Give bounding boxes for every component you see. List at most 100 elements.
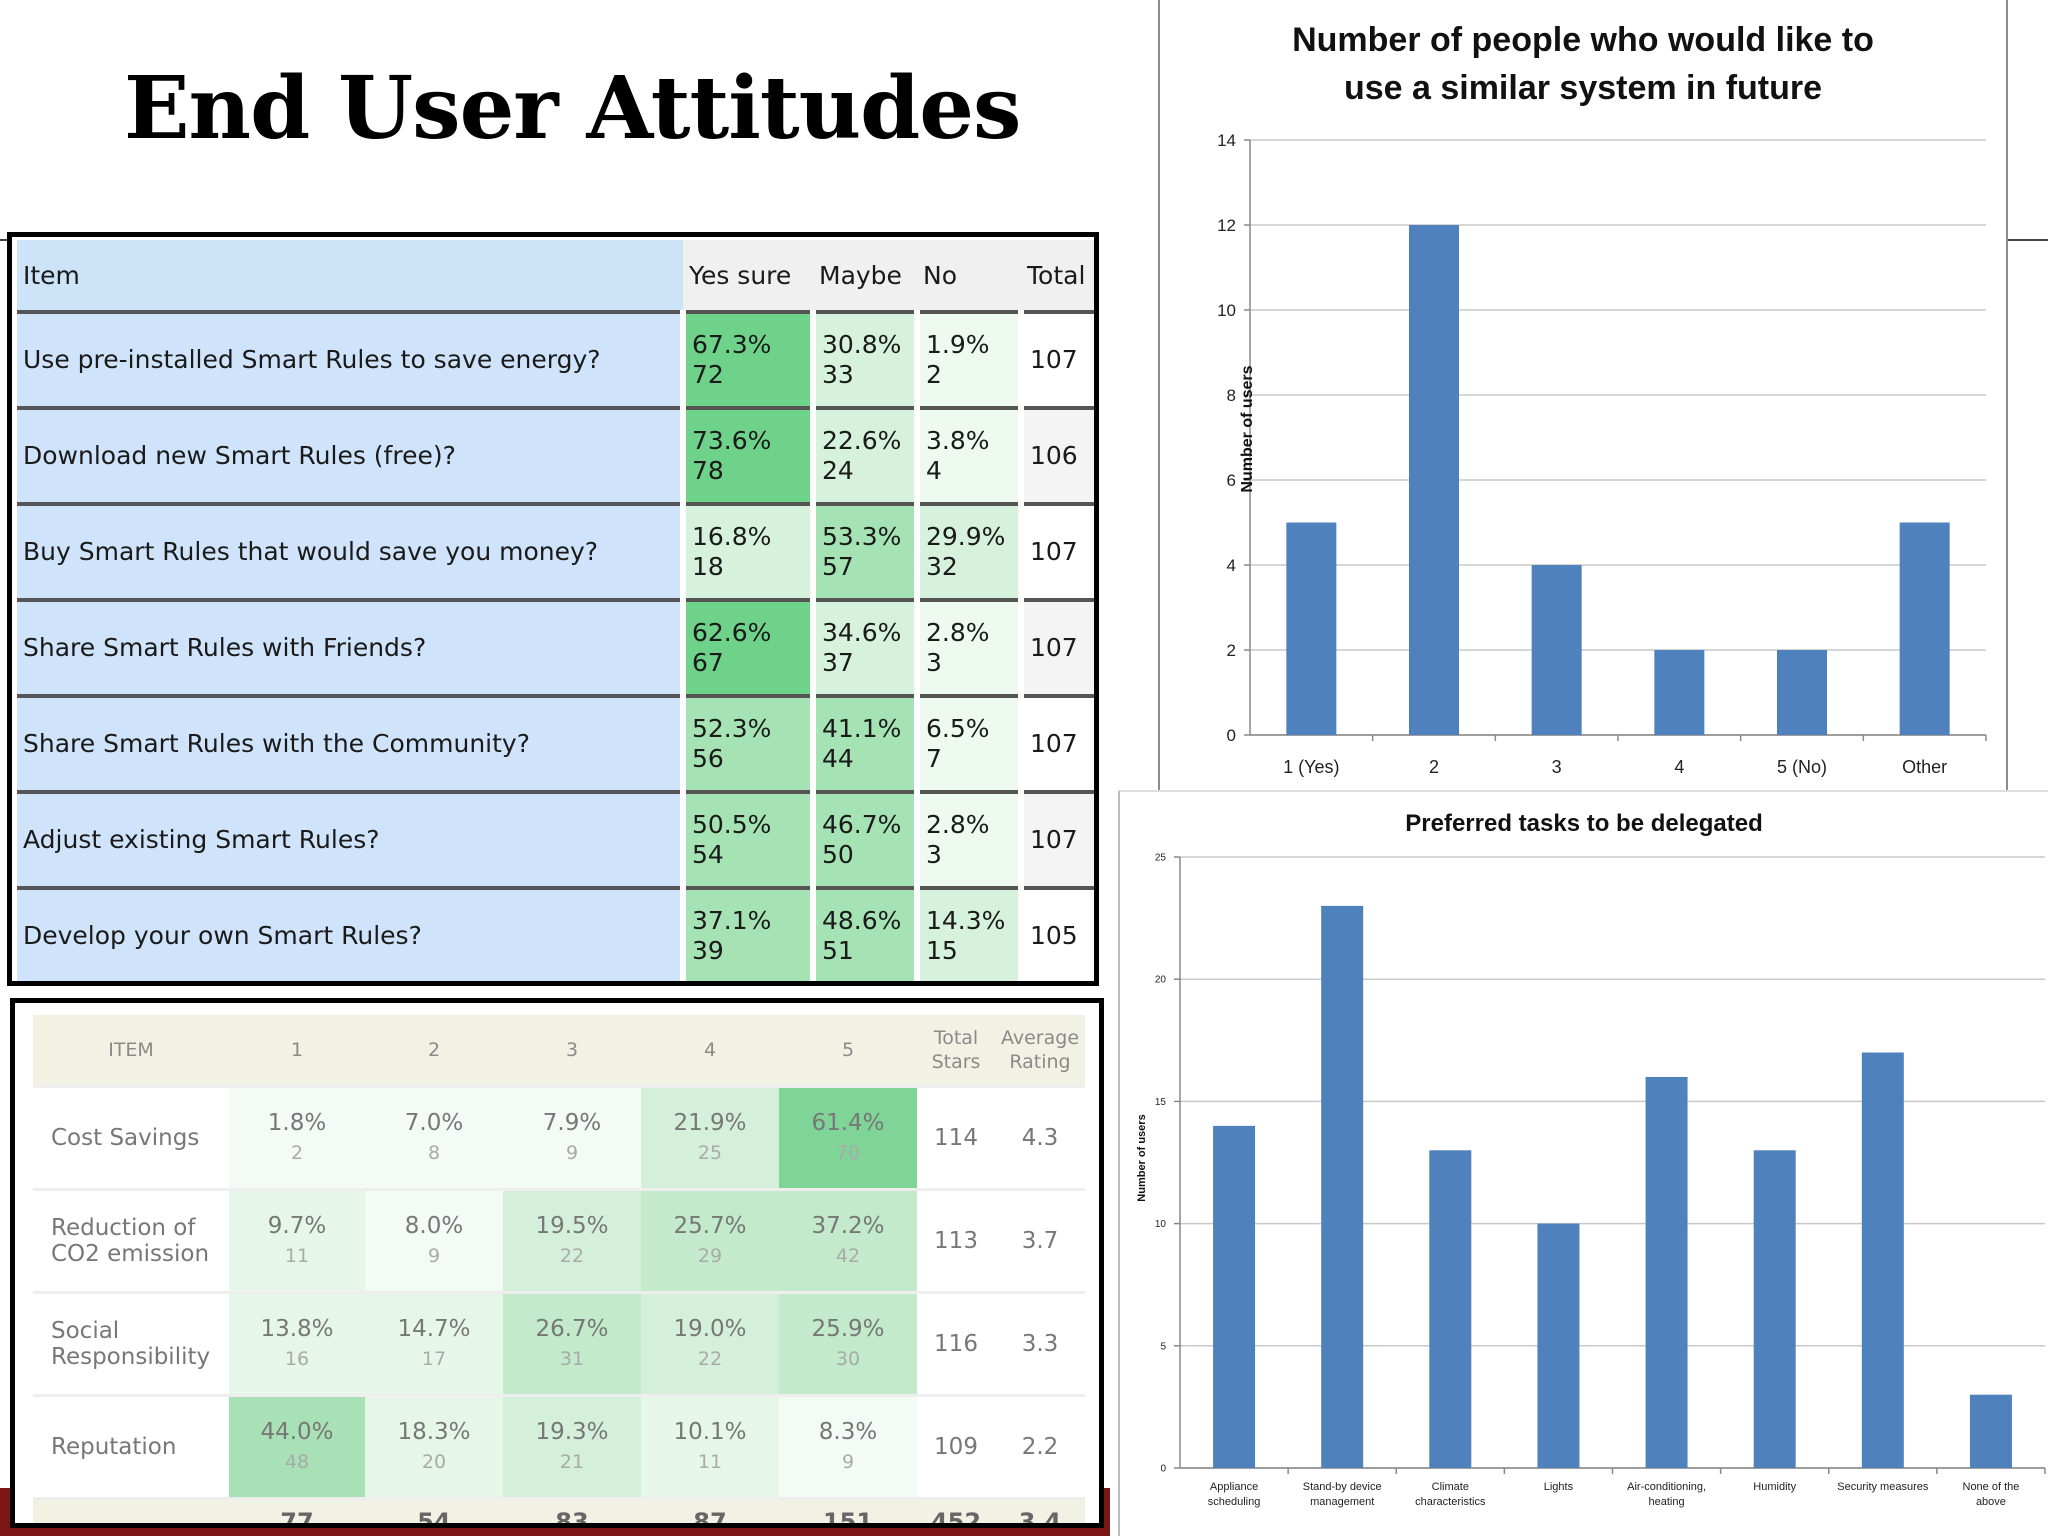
cell-rating-1: 13.8% 16	[229, 1291, 365, 1396]
cell-rating-1: 44.0% 48	[229, 1394, 365, 1499]
cell-count: 3	[926, 648, 942, 677]
cell-count: 9	[841, 1451, 855, 1473]
cell-rating-2: 8.0% 9	[365, 1188, 503, 1293]
cell-percent: 41.1%	[822, 714, 902, 743]
y-tick-label: 20	[1155, 975, 1167, 986]
cell-percent: 53.3%	[822, 522, 902, 551]
x-tick-label: 4	[1674, 757, 1684, 777]
cell-count: 33	[822, 360, 854, 389]
cell-yes-sure: 37.1% 39	[680, 888, 813, 981]
row-item-label: Share Smart Rules with Friends?	[17, 600, 683, 698]
cell-count: 24	[822, 456, 854, 485]
cell-total: 105	[1018, 888, 1094, 981]
cell-no: 14.3% 15	[914, 888, 1021, 981]
table-row: Adjust existing Smart Rules? 50.5% 54 46.7%…	[17, 792, 1094, 890]
chart-title: Number of people who would like to use a…	[1160, 16, 2006, 112]
cell-total-stars: 116	[917, 1291, 995, 1396]
cell-rating-1: 9.7% 11	[229, 1188, 365, 1293]
table-row: Social Responsibility 13.8% 16 14.7% 17 26.7%…	[33, 1291, 1085, 1396]
cell-average-rating: 2.2	[995, 1394, 1085, 1499]
cell-yes-sure: 52.3% 56	[680, 696, 813, 794]
bar	[1321, 905, 1364, 1468]
cell-rating-5: 8.3% 9	[779, 1394, 917, 1499]
cell-count: 39	[692, 936, 724, 965]
summary-r1: 77	[229, 1497, 365, 1523]
cell-total: 107	[1018, 696, 1094, 794]
cell-yes-sure: 16.8% 18	[680, 504, 813, 602]
y-tick-label: 0	[1160, 1464, 1166, 1475]
cell-rating-5: 25.9% 30	[779, 1291, 917, 1396]
bar	[1537, 1223, 1580, 1468]
row-item-label: Use pre-installed Smart Rules to save en…	[17, 312, 683, 410]
cell-percent: 8.3%	[818, 1419, 878, 1445]
cell-rating-2: 14.7% 17	[365, 1291, 503, 1396]
incentives-grid: ITEM 1 2 3 4 5 Total Stars Average Rating …	[33, 1015, 1085, 1523]
x-tick-label: None of the	[1963, 1481, 2020, 1493]
bar	[1429, 1150, 1472, 1468]
cell-count: 11	[697, 1451, 723, 1473]
y-tick-label: 15	[1155, 1097, 1167, 1108]
row-item-label: Social Responsibility	[33, 1291, 229, 1396]
row-item-label: Reduction of CO2 emission	[33, 1188, 229, 1293]
cell-count: 4	[926, 456, 942, 485]
y-tick-label: 6	[1227, 471, 1236, 490]
header-total-stars-line1: Total	[933, 1027, 979, 1049]
smart-rules-grid: Item Yes sure Maybe No Total Use pre-ins…	[17, 240, 1094, 981]
cell-rating-3: 19.3% 21	[503, 1394, 641, 1499]
x-tick-label: heating	[1649, 1496, 1685, 1508]
cell-percent: 26.7%	[535, 1316, 609, 1342]
cell-count: 37	[822, 648, 854, 677]
cell-count: 18	[692, 552, 724, 581]
x-tick-label: 3	[1552, 757, 1562, 777]
cell-count: 30	[835, 1348, 861, 1370]
cell-maybe: 48.6% 51	[810, 888, 917, 981]
y-tick-label: 12	[1217, 216, 1236, 235]
cell-count: 9	[427, 1245, 441, 1267]
cell-maybe: 30.8% 33	[810, 312, 917, 410]
cell-yes-sure: 67.3% 72	[680, 312, 813, 410]
x-tick-label: Humidity	[1753, 1481, 1796, 1493]
cell-rating-2: 7.0% 8	[365, 1085, 503, 1190]
cell-rating-3: 7.9% 9	[503, 1085, 641, 1190]
future-use-chart: Number of people who would like to use a…	[1158, 0, 2008, 793]
y-tick-label: 10	[1155, 1219, 1167, 1230]
x-tick-label: characteristics	[1415, 1496, 1486, 1508]
cell-no: 3.8% 4	[914, 408, 1021, 506]
x-tick-label: 5 (No)	[1777, 757, 1827, 777]
cell-average-rating: 3.3	[995, 1291, 1085, 1396]
header-item: Item	[17, 240, 683, 314]
cell-maybe: 46.7% 50	[810, 792, 917, 890]
header-yes-sure: Yes sure	[683, 240, 813, 314]
y-tick-label: 5	[1160, 1341, 1166, 1352]
cell-count: 2	[290, 1142, 304, 1164]
cell-count: 72	[692, 360, 724, 389]
cell-count: 42	[835, 1245, 861, 1267]
cell-count: 48	[284, 1451, 310, 1473]
cell-yes-sure: 62.6% 67	[680, 600, 813, 698]
table-row: Buy Smart Rules that would save you mone…	[17, 504, 1094, 602]
cell-rating-4: 21.9% 25	[641, 1085, 779, 1190]
cell-count: 17	[421, 1348, 447, 1370]
row-item-label: Develop your own Smart Rules?	[17, 888, 683, 981]
cell-percent: 21.9%	[673, 1110, 747, 1136]
cell-count: 11	[284, 1245, 310, 1267]
cell-percent: 73.6%	[692, 426, 772, 455]
cell-percent: 13.8%	[260, 1316, 334, 1342]
table-row: Develop your own Smart Rules? 37.1% 39 48.6…	[17, 888, 1094, 981]
header-rating-4: 4	[641, 1015, 779, 1087]
cell-count: 32	[926, 552, 958, 581]
cell-total: 107	[1018, 312, 1094, 410]
cell-rating-4: 10.1% 11	[641, 1394, 779, 1499]
header-no: No	[917, 240, 1021, 314]
cell-total-stars: 113	[917, 1188, 995, 1293]
summary-avg: 3.4	[995, 1497, 1085, 1523]
x-tick-label: scheduling	[1208, 1496, 1261, 1508]
x-tick-label: above	[1976, 1496, 2006, 1508]
cell-maybe: 41.1% 44	[810, 696, 917, 794]
cell-percent: 7.0%	[404, 1110, 464, 1136]
cell-total-stars: 109	[917, 1394, 995, 1499]
header-rating-3: 3	[503, 1015, 641, 1087]
cell-percent: 25.7%	[673, 1213, 747, 1239]
header-rating-5: 5	[779, 1015, 917, 1087]
table-row: Share Smart Rules with Friends? 62.6% 67 34…	[17, 600, 1094, 698]
